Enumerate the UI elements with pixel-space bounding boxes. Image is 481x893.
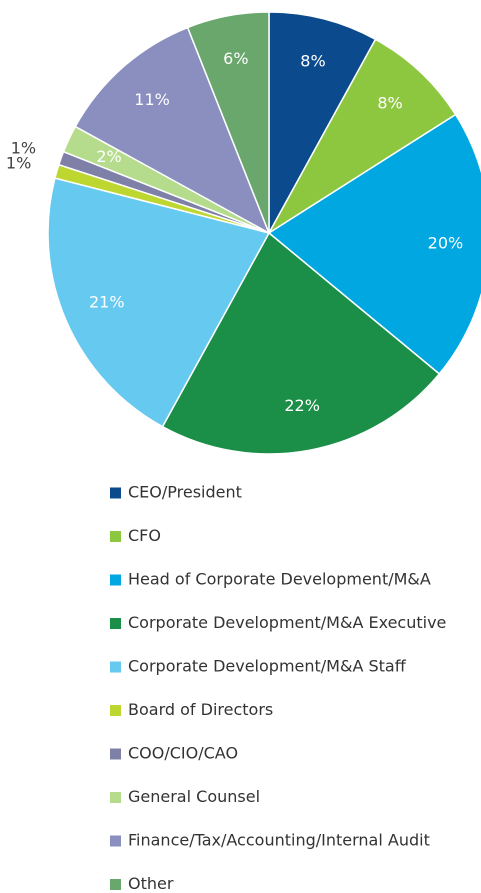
legend-swatch <box>110 748 121 760</box>
slice-label: 6% <box>223 49 248 68</box>
legend-swatch <box>110 792 121 803</box>
slice-label: 11% <box>134 90 170 109</box>
legend-swatch <box>110 618 121 629</box>
pie-slice <box>47 177 271 428</box>
legend-swatch <box>110 879 121 890</box>
legend-swatch <box>110 835 121 847</box>
legend-label: Finance/Tax/Accounting/Internal Audit <box>128 831 430 850</box>
slice-label: 20% <box>428 234 464 253</box>
legend-label: Corporate Development/M&A Staff <box>128 657 407 676</box>
legend-label: Board of Directors <box>128 700 273 719</box>
legend-label: Head of Corporate Development/M&A <box>128 570 431 589</box>
legend-swatch <box>110 661 121 673</box>
pie-slice <box>161 231 441 455</box>
slice-label: 21% <box>89 293 125 312</box>
pie-slice <box>268 38 457 234</box>
pie-slice <box>267 113 481 375</box>
slice-label: 8% <box>300 51 325 70</box>
slice-label: 1% <box>6 153 31 172</box>
pie-slice <box>186 11 270 234</box>
legend-swatch <box>110 574 121 586</box>
pie-slice <box>74 26 271 235</box>
legend-swatch <box>110 531 121 542</box>
legend-label: Corporate Development/M&A Executive <box>128 613 446 632</box>
legend-label: COO/CIO/CAO <box>128 744 238 763</box>
slice-label: 8% <box>377 94 402 113</box>
slice-label: 22% <box>284 396 320 415</box>
legend-label: Other <box>128 874 174 893</box>
slice-label: 2% <box>96 147 121 166</box>
slice-label: 1% <box>11 139 36 158</box>
legend-swatch <box>110 487 121 499</box>
pie-slice <box>268 11 377 234</box>
legend-label: CFO <box>128 526 161 545</box>
legend-label: CEO/President <box>128 483 242 502</box>
legend-label: General Counsel <box>128 787 260 806</box>
legend-swatch <box>110 705 121 716</box>
